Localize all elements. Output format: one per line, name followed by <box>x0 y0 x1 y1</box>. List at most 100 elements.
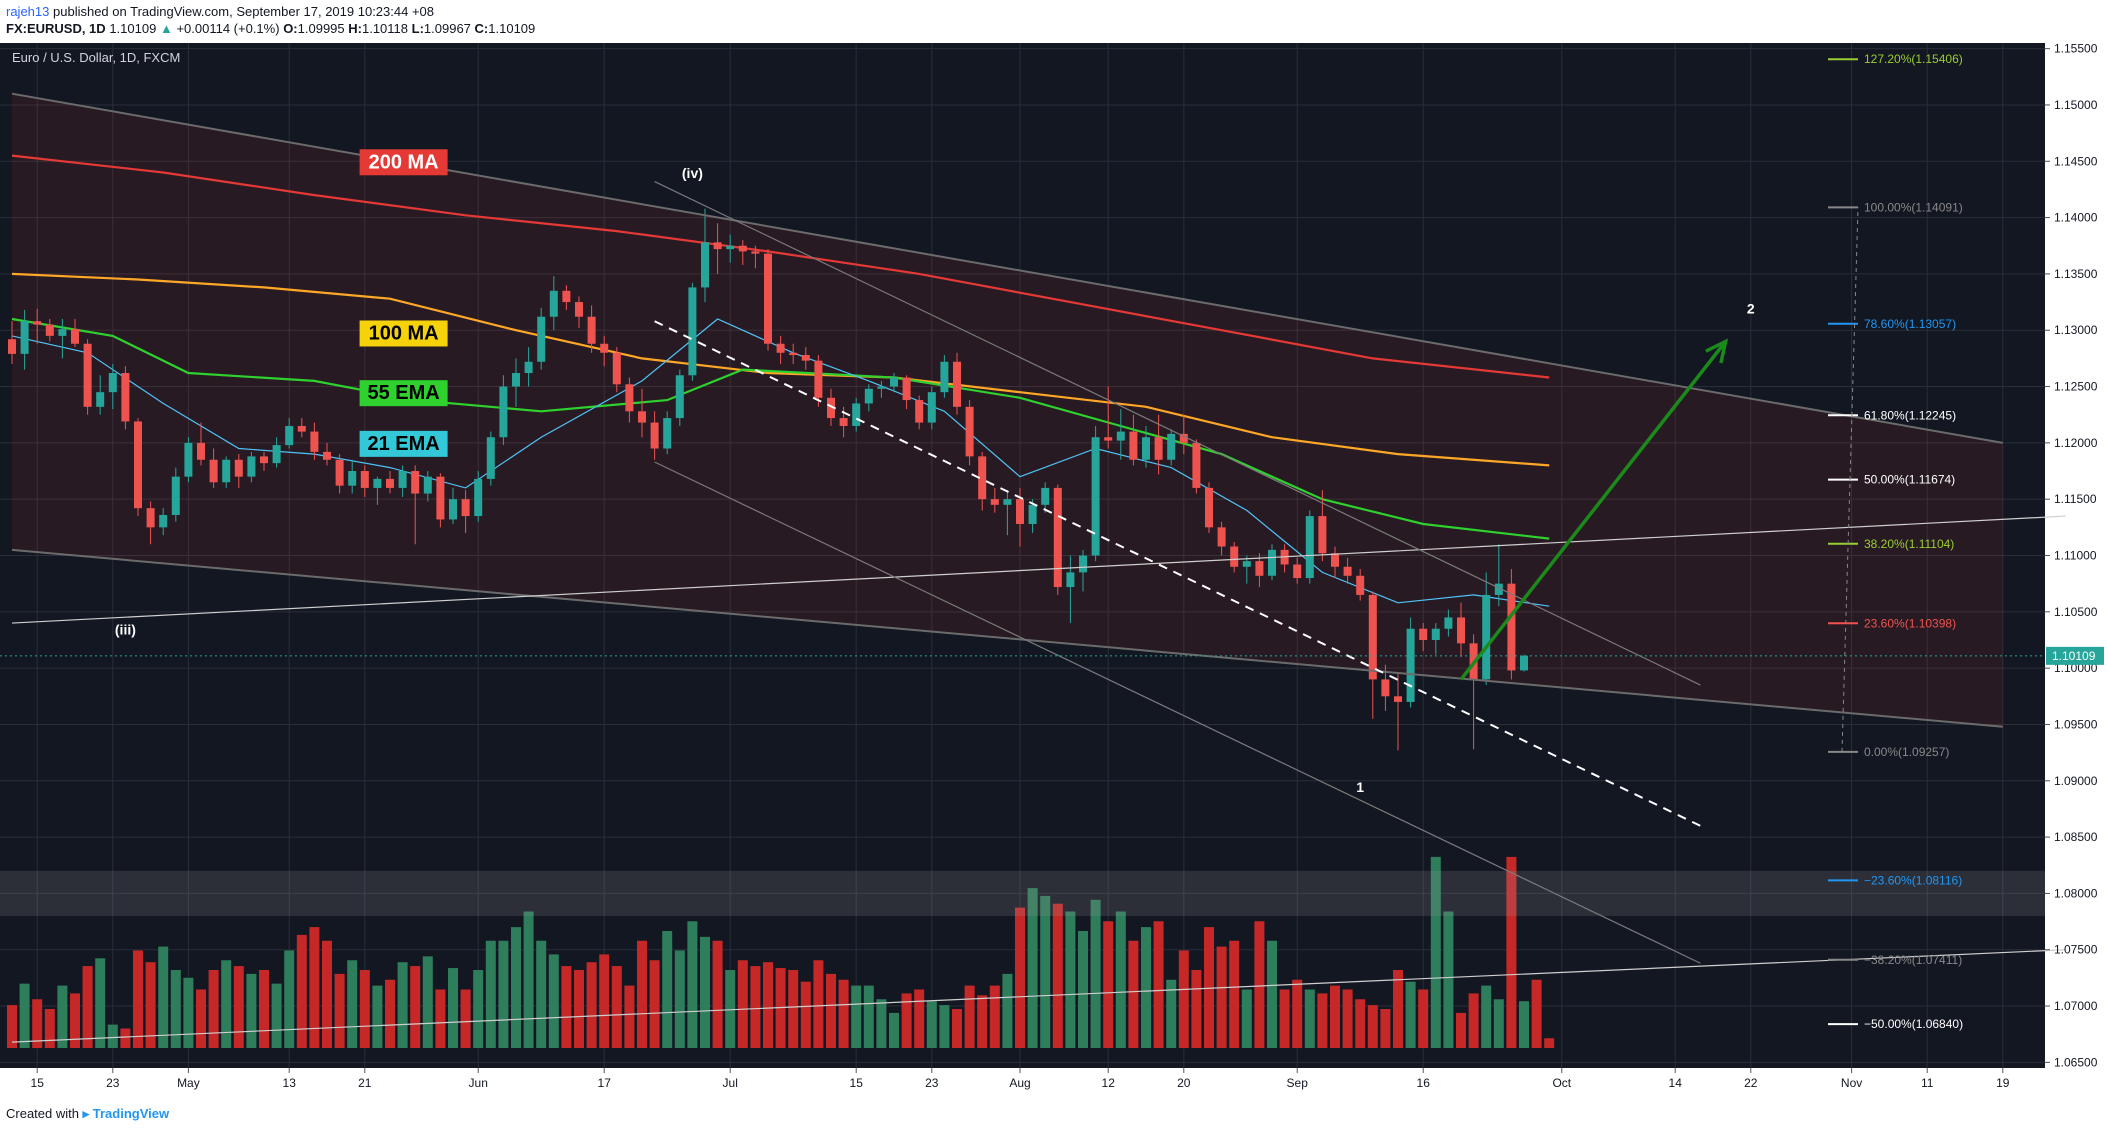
volume-bar <box>1128 940 1139 1048</box>
candle-body <box>562 290 571 303</box>
candle-body <box>360 471 369 488</box>
candle-body <box>234 459 243 477</box>
volume-bar <box>1342 989 1353 1048</box>
time-axis[interactable]: 15 23 May 13 21 Jun 17 Jul 15 23 Aug 12 20 Sep 16 Oct 14… <box>31 1068 2010 1090</box>
volume-bar <box>448 968 458 1048</box>
price-tick-label: 1.09000 <box>2054 774 2098 788</box>
candle-body <box>1255 561 1264 576</box>
volume-bar <box>1015 907 1025 1048</box>
price-chart[interactable]: 127.20%(1.15406) 100.00%(1.14091) 78.60%(1… <box>0 43 2107 1098</box>
candle-body <box>423 476 432 494</box>
candle-body <box>108 373 117 393</box>
time-tick-label: 21 <box>358 1076 372 1090</box>
candle-body <box>209 459 218 483</box>
close-value: 1.10109 <box>488 21 536 36</box>
author-link[interactable]: rajeh13 <box>6 4 50 19</box>
volume-bar <box>1456 1012 1466 1048</box>
volume-bar <box>1481 985 1492 1048</box>
candle-body <box>1268 549 1276 576</box>
candle-body <box>978 456 987 500</box>
volume-bar <box>926 1001 937 1048</box>
volume-bar <box>1229 940 1240 1048</box>
volume-bar <box>536 940 547 1048</box>
candle-body <box>965 406 974 457</box>
candle-body <box>650 422 659 449</box>
price-tick-label: 1.08000 <box>2054 886 2098 900</box>
volume-bar <box>1141 927 1151 1048</box>
candle-body <box>827 397 835 419</box>
tradingview-logo-icon: ▸ <box>82 1106 90 1121</box>
volume-bar <box>574 970 584 1048</box>
volume-bar <box>763 962 773 1048</box>
tradingview-brand[interactable]: TradingView <box>92 1106 170 1121</box>
volume-bar <box>7 1005 17 1048</box>
candle-body <box>549 290 558 317</box>
candle-body <box>335 459 344 486</box>
candle-body <box>1406 628 1415 702</box>
candle-body <box>146 508 155 528</box>
candle-body <box>449 499 457 520</box>
candle-body <box>1091 437 1100 556</box>
candle-body <box>852 403 861 426</box>
trendline-green-arrow <box>1459 340 1727 681</box>
time-tick-label: Jul <box>723 1076 738 1090</box>
chart-title: Euro / U.S. Dollar, 1D, FXCM <box>12 50 180 65</box>
trendline-channel-upper <box>11 92 2003 444</box>
candle-body <box>398 471 407 488</box>
price-tick-label: 1.07500 <box>2054 943 2098 957</box>
volume-bar <box>334 973 345 1048</box>
price-tick-label: 1.15000 <box>2054 98 2098 112</box>
price-tick-label: 1.12000 <box>2054 436 2098 450</box>
candle-body <box>222 459 231 483</box>
volume-bar <box>1078 931 1088 1048</box>
candle-body <box>675 375 684 419</box>
volume-bar <box>1493 999 1504 1048</box>
fib-level-label: 38.20%(1.11104) <box>1864 537 1954 551</box>
price-axis-background <box>2045 43 2107 1098</box>
candle-body <box>348 471 357 486</box>
candle-body <box>285 425 294 446</box>
ohlc-line: FX:EURUSD, 1D 1.10109 ▲ +0.00114 (+0.1%)… <box>6 21 535 36</box>
wave-label: (iii) <box>115 621 136 637</box>
volume-bar <box>1216 946 1227 1048</box>
fib-level-label: 100.00%(1.14091) <box>1864 200 1963 214</box>
volume-bar <box>1267 940 1277 1048</box>
candle-body <box>1116 431 1125 441</box>
candle-body <box>1318 516 1327 554</box>
candle-body <box>902 377 911 401</box>
volume-bar <box>1103 921 1114 1048</box>
volume-bar <box>637 940 647 1048</box>
volume-bar <box>208 970 219 1048</box>
change-arrow-icon: ▲ <box>159 21 173 36</box>
candle-body <box>877 386 886 389</box>
price-tick-label: 1.06500 <box>2054 1055 2098 1069</box>
time-tick-label: 12 <box>1102 1076 1116 1090</box>
volume-bar <box>1254 921 1265 1048</box>
candle-body <box>1305 516 1314 579</box>
candle-body <box>1482 594 1491 680</box>
volume-bar <box>813 960 824 1048</box>
candle-body <box>1179 433 1188 443</box>
candle-body <box>373 478 382 488</box>
time-tick-label: Sep <box>1287 1076 1309 1090</box>
candle-body <box>1494 583 1503 595</box>
candle-body <box>1419 628 1428 640</box>
volume-bar <box>800 981 811 1048</box>
volume-bar <box>498 940 509 1048</box>
volume-bar <box>435 989 446 1048</box>
candle-body <box>1041 487 1050 505</box>
candle-body <box>1230 546 1239 567</box>
price-tick-label: 1.13500 <box>2054 267 2098 281</box>
volume-bar <box>712 940 723 1048</box>
volume-bar <box>1166 979 1177 1048</box>
price-tick-label: 1.09500 <box>2054 717 2098 731</box>
volume-bar <box>1418 989 1429 1048</box>
price-axis[interactable]: 1.15500 1.15000 1.14500 1.14000 1.13500 1.130… <box>0 43 2104 1069</box>
candle-body <box>45 324 54 336</box>
time-tick-label: 16 <box>1417 1076 1431 1090</box>
candle-body <box>751 251 760 254</box>
candle-body <box>1394 696 1402 702</box>
candle-body <box>990 499 999 505</box>
time-axis-background <box>0 1068 2045 1098</box>
time-tick-label: Aug <box>1009 1076 1030 1090</box>
